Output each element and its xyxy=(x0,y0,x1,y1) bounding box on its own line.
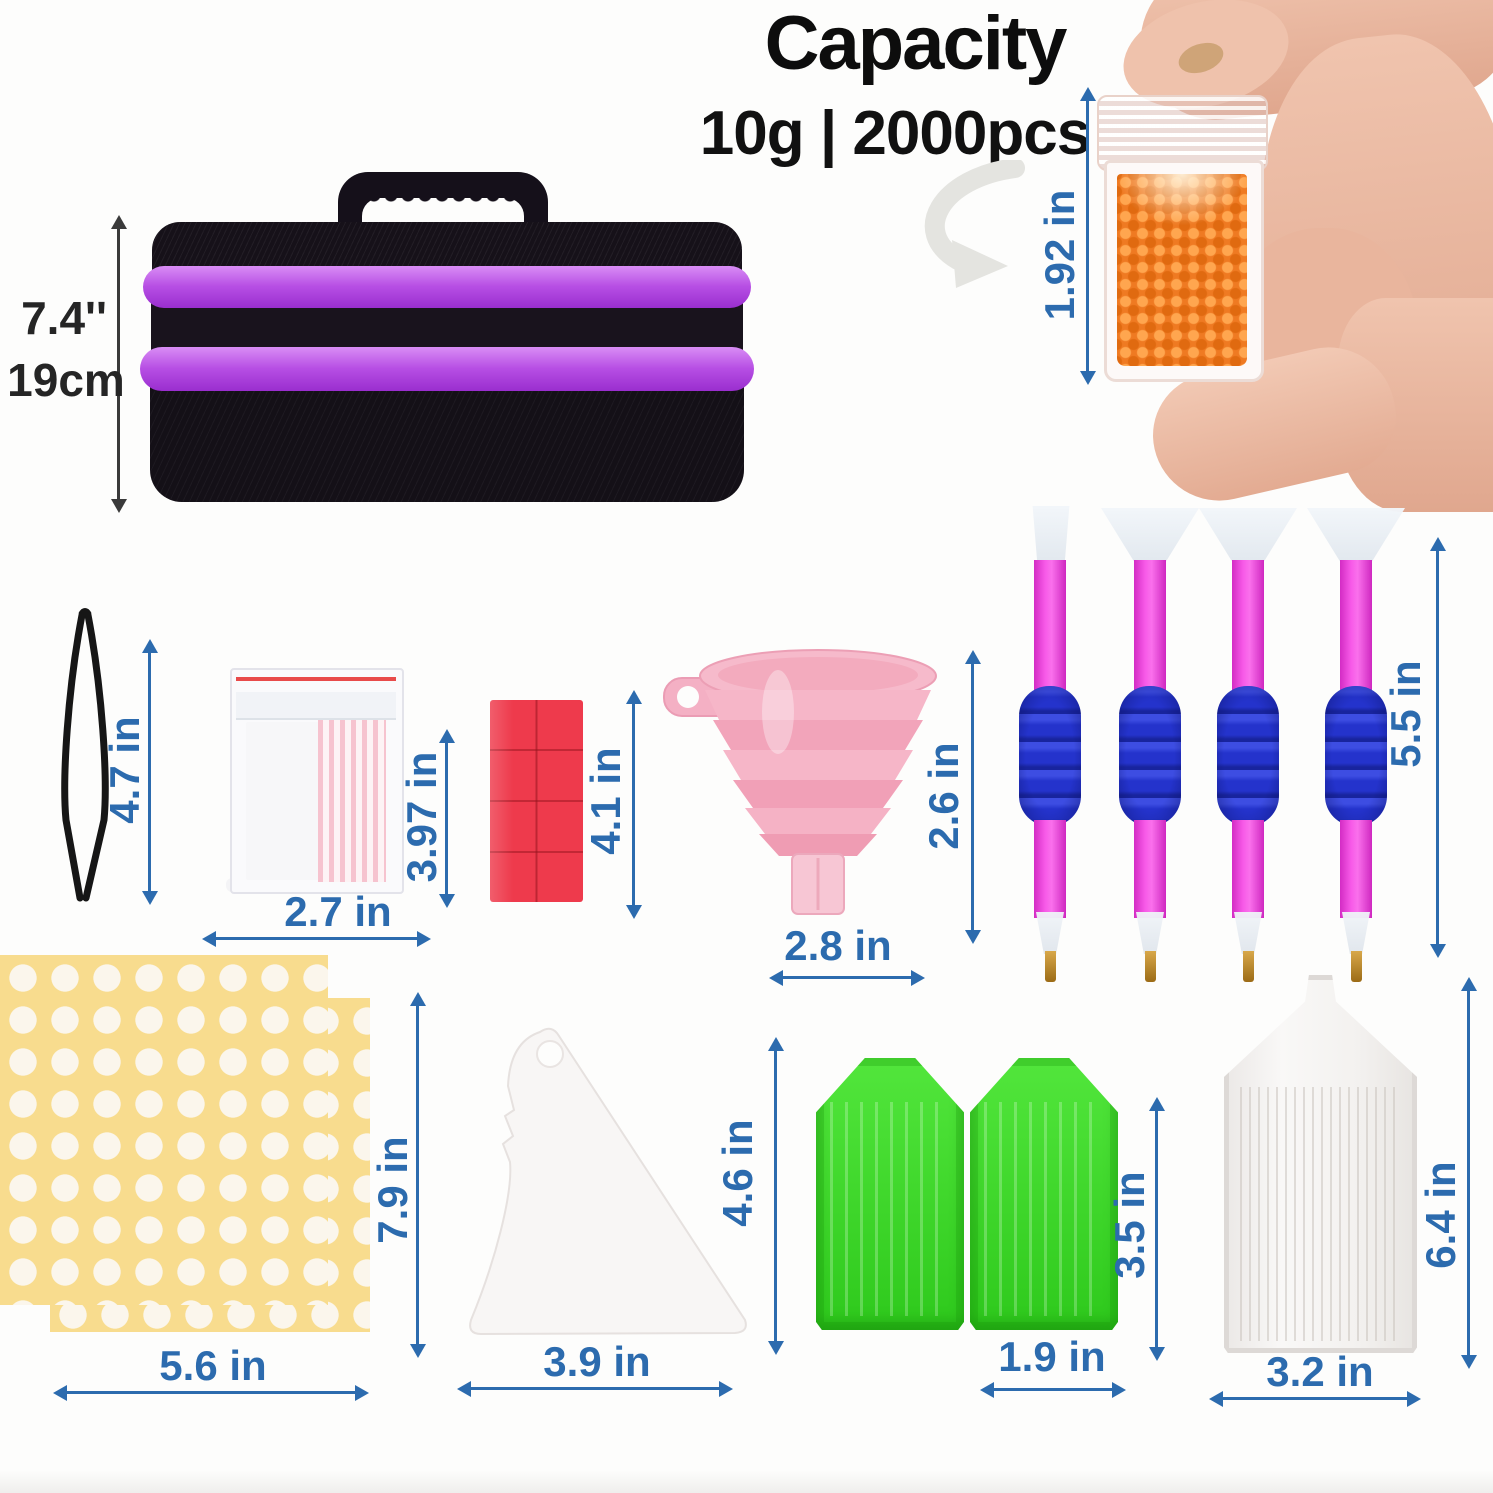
photo-bottom-shadow xyxy=(0,1470,1493,1493)
dim-label-case-height-in: 7.4'' xyxy=(21,292,107,344)
dim-arrow-vial-height xyxy=(1086,100,1089,372)
dim-label-funnel-width: 2.8 in xyxy=(784,922,892,969)
curved-arrow-icon xyxy=(924,160,1025,288)
tweezers xyxy=(61,608,109,902)
tray-ridges xyxy=(1240,1087,1401,1341)
dim-arrow-bags-width xyxy=(215,937,418,940)
pen-metal-tip xyxy=(1045,951,1056,982)
dim-arrow-bags-height xyxy=(445,742,448,895)
dim-label-white-tray-height: 6.4 in xyxy=(1417,1161,1464,1269)
pen-flat-tip xyxy=(1199,508,1297,562)
pen-flat-tip xyxy=(1307,508,1405,562)
pen-cone xyxy=(1234,912,1262,954)
scraper xyxy=(469,1027,747,1336)
pen-shaft xyxy=(1340,820,1372,918)
drill-pen xyxy=(1101,505,1199,985)
tray-ridges xyxy=(830,1102,950,1316)
green-tray xyxy=(816,1058,964,1330)
pen-grip xyxy=(1217,686,1279,826)
pen-shaft xyxy=(1034,820,1066,918)
pen-metal-tip xyxy=(1145,951,1156,982)
pen-shaft xyxy=(1134,820,1166,918)
dim-label-wax-height: 4.1 in xyxy=(582,747,629,855)
case-zipper-bottom xyxy=(140,347,754,391)
dim-arrow-tweezers-height xyxy=(148,652,151,892)
tray-ridges xyxy=(984,1102,1104,1316)
drill-pen xyxy=(1307,505,1405,985)
drill-pen xyxy=(1199,505,1297,985)
pen-flat-tip xyxy=(1101,508,1199,562)
pen-cone xyxy=(1136,912,1164,954)
pen-flat-tip xyxy=(1032,506,1070,562)
dim-label-pens-height: 5.5 in xyxy=(1382,660,1429,768)
pen-grip xyxy=(1119,686,1181,826)
dim-label-stickers-width: 5.6 in xyxy=(159,1342,267,1389)
white-tray xyxy=(1224,975,1417,1353)
dim-arrow-green-tray-height xyxy=(1155,1110,1158,1348)
dim-label-vial-height: 1.92 in xyxy=(1036,189,1083,321)
dim-arrow-funnel-width xyxy=(782,976,912,979)
dim-arrow-white-tray-width xyxy=(1222,1397,1408,1400)
pen-shaft xyxy=(1034,560,1066,693)
pen-metal-tip xyxy=(1243,951,1254,982)
pen-cone xyxy=(1036,912,1064,954)
dim-label-green-tray-width: 1.9 in xyxy=(998,1333,1106,1380)
bag-seal-line xyxy=(236,677,396,681)
capacity-value: 10g | 2000pcs xyxy=(699,99,1091,168)
pen-cone xyxy=(1342,912,1370,954)
dim-arrow-pens-height xyxy=(1436,550,1439,945)
funnel xyxy=(663,649,937,915)
pen-shaft xyxy=(1340,560,1372,693)
dim-arrow-scraper-width xyxy=(470,1387,720,1390)
dim-arrow-scraper-height xyxy=(774,1050,777,1342)
dim-label-green-tray-height: 3.5 in xyxy=(1106,1171,1153,1279)
wax-block xyxy=(490,700,583,902)
dim-label-bags-width: 2.7 in xyxy=(284,888,392,935)
dim-arrow-stickers-height xyxy=(416,1005,419,1345)
dim-arrow-white-tray-height xyxy=(1467,990,1470,1356)
dim-label-scraper-height: 4.6 in xyxy=(714,1119,761,1227)
bag-stripes xyxy=(318,720,386,882)
dim-label-bags-height: 3.97 in xyxy=(398,751,445,883)
green-tray xyxy=(970,1058,1118,1330)
capacity-title: Capacity xyxy=(764,1,1068,86)
dim-arrow-wax-height xyxy=(632,703,635,906)
vial-cap xyxy=(1097,95,1268,171)
pen-shaft xyxy=(1232,560,1264,693)
dim-label-tweezers-height: 4.7 in xyxy=(101,716,148,824)
dim-label-white-tray-width: 3.2 in xyxy=(1266,1348,1374,1395)
vial-highlight xyxy=(1117,174,1247,226)
dim-label-case-height-cm: 19cm xyxy=(7,354,125,406)
dim-arrow-case-height xyxy=(117,228,120,500)
dim-arrow-funnel-height xyxy=(971,663,974,931)
pen-grip xyxy=(1019,686,1081,826)
dim-arrow-stickers-width xyxy=(66,1391,356,1394)
dim-label-stickers-height: 7.9 in xyxy=(369,1136,416,1244)
dim-arrow-green-tray-width xyxy=(993,1388,1113,1391)
dim-label-scraper-width: 3.9 in xyxy=(543,1338,651,1385)
bag-zip-fold xyxy=(236,692,396,720)
pen-shaft xyxy=(1232,820,1264,918)
drill-pen xyxy=(1001,505,1099,985)
case-zipper-top xyxy=(143,266,751,308)
pen-grip xyxy=(1325,686,1387,826)
pen-metal-tip xyxy=(1351,951,1362,982)
sticker-sheet xyxy=(0,955,328,1305)
pen-shaft xyxy=(1134,560,1166,693)
dim-label-funnel-height: 2.6 in xyxy=(920,742,967,850)
